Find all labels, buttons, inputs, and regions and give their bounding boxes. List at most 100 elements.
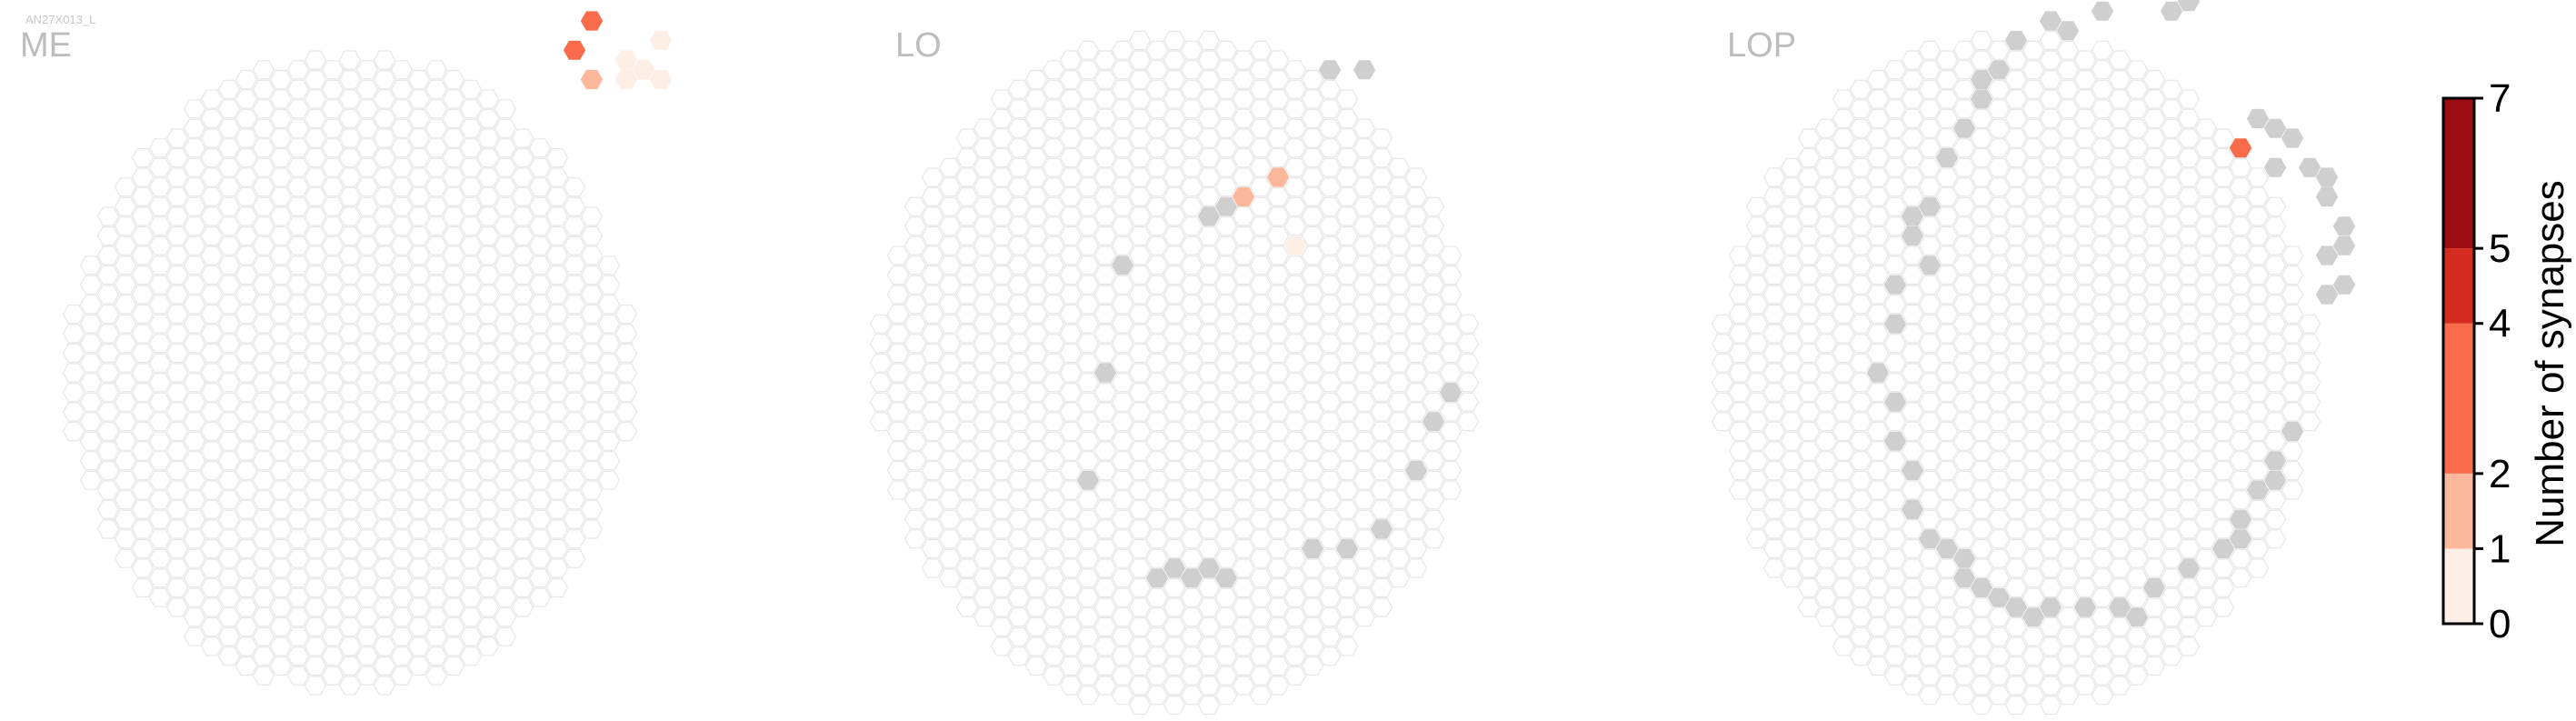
hex-cell [1422,295,1445,315]
hex-cell [1283,79,1307,99]
hex-cell [2091,392,2114,412]
hex-cell [1901,402,1924,422]
hex-cell [355,99,379,119]
hex-cell [1335,382,1359,403]
hex-cell-no-data [1404,460,1428,481]
hex-cell [442,363,465,383]
hex-cell [1353,314,1376,334]
hex-cell [1901,69,1924,90]
hex-cell [1335,108,1359,129]
colorbar-segment [2443,548,2474,624]
hex-cell-no-data [2332,235,2356,255]
hex-cell [183,431,206,451]
hex-cell [390,666,414,686]
hex-cell [200,89,224,109]
hex-cell [424,177,448,197]
hex-cell [2281,382,2304,403]
hex-cell-no-data [1145,568,1169,588]
hex-cell [955,499,979,520]
hex-cell [2108,245,2132,265]
hex-cell [2073,421,2097,442]
hex-cell [390,587,414,607]
hex-cell [1762,460,1786,481]
hex-cell [2056,666,2080,686]
hex-cell [1935,108,1959,129]
hex-cell [1301,206,1324,226]
hex-cell [1214,255,1238,275]
hex-cell [2194,334,2218,354]
hex-cell [235,285,258,305]
hex-cell [2212,324,2235,344]
hex-cell [1197,441,1221,461]
hex-cell [373,363,396,383]
hex-cell [2142,363,2166,383]
hex-cell [1007,314,1031,334]
hex-cell [2108,519,2132,539]
hex-cell [1076,646,1100,666]
hex-cell [217,79,241,99]
hex-cell [1111,216,1134,236]
hex-cell [1249,548,1273,568]
hex-cell [459,451,483,471]
hex-cell [1422,392,1445,412]
hex-cell [424,373,448,393]
hex-cell [1111,470,1134,490]
hex-cell [114,216,137,236]
hex-cell [1128,30,1152,51]
hex-cell [886,363,910,383]
hex-cell [338,167,362,187]
hex-cell [235,128,258,148]
hex-cell-no-data [2073,597,2097,617]
hex-cell [165,186,189,207]
hex-cell [1335,343,1359,364]
hex-cell [390,451,414,471]
hex-cell [269,108,293,129]
hex-cell [321,568,344,588]
hex-cell [2298,373,2321,393]
hex-cell [1353,451,1376,471]
hex-cell [1849,177,1872,197]
hex-cell [2142,285,2166,305]
hex-cell [1987,314,2011,334]
hex-cell [1024,343,1048,364]
hex-cell [1214,60,1238,80]
hex-cell [286,373,310,393]
hex-cell [511,441,534,461]
hex-cell [2056,686,2080,706]
hex-cell [131,285,155,305]
hex-cell [1797,402,1821,422]
hex-cell [1163,186,1186,207]
hex-cell [183,412,206,432]
hex-cell [1987,412,2011,432]
hex-cell [1111,568,1134,588]
hex-cell [1439,343,1463,364]
hex-cell [1249,392,1273,412]
hex-cell [2039,636,2062,656]
hex-cell [2039,285,2062,305]
hex-cell [1163,167,1186,187]
hex-cell [2160,353,2183,373]
hex-cell [148,451,172,471]
hex-cell [2022,295,2045,315]
hex-cell [1832,89,1855,109]
hex-cell [1970,225,1993,246]
hex-cell [1197,577,1221,598]
hex-cell [2160,118,2183,138]
hex-cell [200,460,224,481]
hex-cell [955,519,979,539]
hex-cell [442,597,465,617]
hex-cell [373,343,396,364]
hex-cell [1849,646,1872,666]
hex-cell [545,421,569,442]
hex-cell [355,314,379,334]
hex-cell [1197,656,1221,676]
hex-cell [1059,519,1083,539]
hex-cell [904,255,927,275]
hex-cell [2091,275,2114,295]
hex-cell [442,460,465,481]
hex-cell [1111,666,1134,686]
hex-cell [131,324,155,344]
hex-cell [1370,480,1393,500]
hex-cell [2263,216,2287,236]
hex-cell [1024,128,1048,148]
